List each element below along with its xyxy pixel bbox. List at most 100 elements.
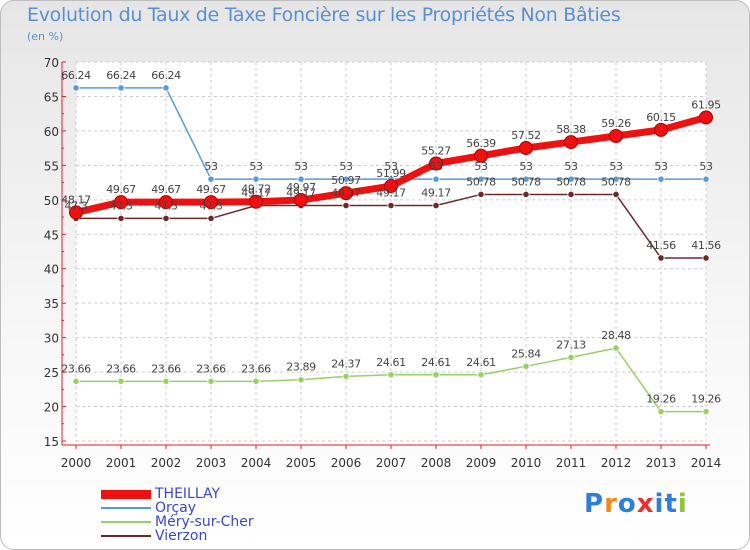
data-label: 53 <box>654 160 668 173</box>
data-point <box>519 140 533 155</box>
x-tick-label: 2006 <box>331 456 362 470</box>
data-label: 57.52 <box>511 129 541 142</box>
legend-label: Méry-sur-Cher <box>155 514 254 530</box>
data-label: 19.26 <box>691 393 721 406</box>
data-label: 23.66 <box>61 362 91 375</box>
data-point <box>162 214 170 223</box>
data-label: 24.37 <box>331 357 361 370</box>
data-label: 27.13 <box>556 338 586 351</box>
x-tick-label: 2005 <box>286 456 317 470</box>
x-tick-label: 2010 <box>511 456 542 470</box>
data-point <box>342 175 350 183</box>
data-point <box>72 377 80 385</box>
data-point <box>162 84 170 92</box>
data-label: 49.67 <box>106 183 136 196</box>
data-point <box>387 201 395 210</box>
data-point <box>567 190 575 199</box>
x-tick-label: 2009 <box>466 456 497 470</box>
legend-label: Orçay <box>155 500 197 516</box>
data-point <box>117 84 125 92</box>
data-point <box>702 175 710 183</box>
data-label: 49.17 <box>286 187 316 200</box>
y-tick-label: 55 <box>44 159 59 173</box>
data-label: 49.17 <box>331 187 361 200</box>
data-label: 59.26 <box>601 117 631 130</box>
data-label: 66.24 <box>61 69 91 82</box>
data-point <box>117 214 125 223</box>
x-tick-label: 2011 <box>556 456 587 470</box>
unit-label: (en %) <box>27 30 64 43</box>
data-label: 41.56 <box>691 239 721 252</box>
x-tick-label: 2000 <box>61 456 92 470</box>
data-point <box>522 190 530 199</box>
x-tick-label: 2013 <box>646 456 677 470</box>
y-tick-label: 40 <box>44 263 59 277</box>
data-label: 23.66 <box>241 362 271 375</box>
data-label: 55.27 <box>421 145 451 158</box>
data-label: 49.72 <box>241 183 271 196</box>
data-label: 50.78 <box>466 175 496 188</box>
data-point <box>342 372 350 381</box>
data-point <box>567 175 575 183</box>
data-point <box>609 129 623 144</box>
data-label: 48.17 <box>61 193 91 206</box>
data-point <box>207 377 215 385</box>
data-point <box>69 205 83 220</box>
data-label: 28.48 <box>601 329 631 342</box>
y-tick-label: 30 <box>44 332 59 346</box>
data-point <box>294 193 308 208</box>
x-tick-label: 2007 <box>376 456 407 470</box>
data-label: 19.26 <box>646 393 676 406</box>
y-tick-label: 15 <box>44 435 59 449</box>
data-label: 53 <box>339 160 353 173</box>
data-point <box>249 194 263 209</box>
data-point <box>564 135 578 150</box>
data-label: 50.78 <box>601 175 631 188</box>
data-point <box>207 175 215 183</box>
data-point <box>159 195 173 210</box>
data-label: 53 <box>519 160 533 173</box>
data-label: 53 <box>699 160 713 173</box>
data-point <box>477 371 485 379</box>
data-point <box>612 175 620 183</box>
data-label: 50.78 <box>511 175 541 188</box>
data-label: 24.61 <box>466 356 496 369</box>
data-point <box>702 408 710 416</box>
y-tick-label: 25 <box>44 366 59 380</box>
data-point <box>474 148 488 163</box>
data-point <box>522 362 530 370</box>
chart-title: Evolution du Taux de Taxe Foncière sur l… <box>27 4 621 26</box>
data-point <box>297 376 305 384</box>
data-point <box>114 195 128 210</box>
data-label: 66.24 <box>106 69 136 82</box>
data-point <box>612 344 620 352</box>
data-label: 25.84 <box>511 347 541 360</box>
data-label: 41.56 <box>646 239 676 252</box>
legend-swatch <box>101 507 151 509</box>
y-tick-label: 20 <box>44 401 59 415</box>
x-tick-label: 2004 <box>241 456 272 470</box>
data-point <box>657 254 665 262</box>
data-point <box>567 353 575 362</box>
data-point <box>252 377 260 385</box>
data-point <box>339 186 353 201</box>
y-tick-label: 35 <box>44 297 59 311</box>
data-label: 56.39 <box>466 137 496 150</box>
data-label: 66.24 <box>151 69 181 82</box>
y-tick-label: 70 <box>44 56 59 70</box>
x-tick-label: 2001 <box>106 456 137 470</box>
data-label: 60.15 <box>646 111 676 124</box>
legend-swatch <box>101 535 151 537</box>
data-label: 53 <box>294 160 308 173</box>
data-label: 23.66 <box>196 362 226 375</box>
data-label: 53 <box>609 160 623 173</box>
x-tick-label: 2002 <box>151 456 182 470</box>
data-label: 49.67 <box>196 183 226 196</box>
y-tick-label: 65 <box>44 90 59 104</box>
data-label: 24.61 <box>421 356 451 369</box>
y-tick-label: 60 <box>44 125 59 139</box>
data-label: 61.95 <box>691 98 721 111</box>
data-point <box>477 175 485 183</box>
data-point <box>699 110 713 125</box>
